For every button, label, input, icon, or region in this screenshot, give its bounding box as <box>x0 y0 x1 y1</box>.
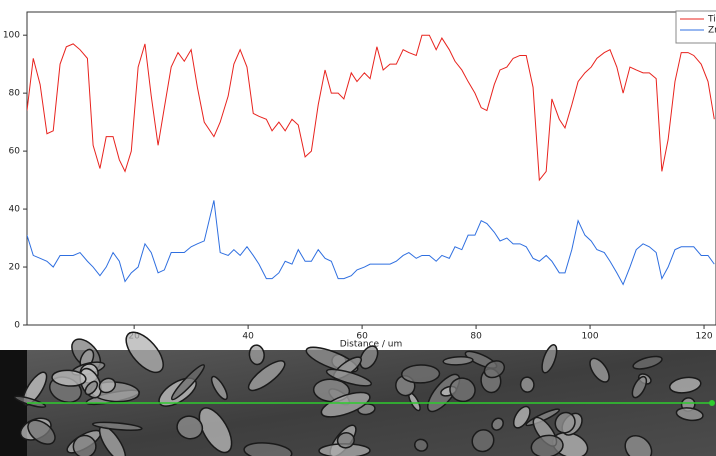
sem-grain <box>125 331 164 374</box>
x-axis-label: Distance / um <box>340 340 403 350</box>
sem-grain <box>176 415 204 440</box>
sem-grain <box>27 419 56 445</box>
sem-grain <box>243 442 293 456</box>
sem-grain <box>247 360 286 392</box>
sem-grain <box>519 376 535 393</box>
sem-grain <box>554 411 576 434</box>
sem-grain <box>84 380 99 396</box>
x-tick-label: 40 <box>242 332 254 342</box>
y-tick-label: 60 <box>9 147 21 157</box>
sem-grain <box>413 438 429 452</box>
sem-grain <box>170 364 206 401</box>
sem-grain <box>91 421 143 431</box>
legend-label: Zr <box>708 26 716 36</box>
sem-grain <box>51 369 87 387</box>
x-tick-label: 100 <box>581 332 598 342</box>
y-tick-label: 80 <box>9 89 21 99</box>
sem-grain <box>631 375 648 399</box>
y-tick-label: 40 <box>9 205 21 215</box>
sem-grain <box>624 435 653 456</box>
series-line <box>27 200 715 286</box>
chart-background <box>0 0 716 350</box>
sem-grain <box>13 395 47 408</box>
legend-box <box>675 10 716 44</box>
sem-grain <box>359 345 379 370</box>
sem-grain <box>442 356 474 366</box>
legend-label: Ti <box>707 15 716 25</box>
sem-grain <box>248 344 265 366</box>
sem-grain <box>325 368 372 387</box>
sem-grain <box>668 376 702 394</box>
sem-grain <box>471 429 495 453</box>
sem-grain <box>512 405 531 429</box>
sem-grain <box>98 377 117 394</box>
sem-grain <box>449 377 476 403</box>
sem-grain <box>198 407 233 454</box>
x-tick-label: 60 <box>356 332 368 342</box>
sem-grain <box>491 417 504 431</box>
sem-grain <box>22 371 48 406</box>
x-tick-label: 80 <box>470 332 482 342</box>
sem-grain <box>541 344 558 374</box>
y-tick-label: 0 <box>14 321 20 331</box>
sem-grain <box>632 355 663 370</box>
sem-grain <box>336 432 355 449</box>
series-line <box>27 34 715 182</box>
scan-end <box>709 400 715 406</box>
sem-grain <box>530 434 564 456</box>
y-tick-label: 20 <box>9 263 21 273</box>
y-tick-label: 100 <box>3 31 20 41</box>
plot-frame <box>26 11 716 326</box>
sem-grain <box>589 357 610 383</box>
sem-grain <box>483 360 506 379</box>
sem-grain <box>400 364 441 384</box>
sem-grain <box>675 407 704 422</box>
sem-grain <box>72 434 97 456</box>
sem-grain <box>320 391 371 418</box>
sem-grain <box>210 375 228 401</box>
x-tick-label: 120 <box>695 332 712 342</box>
